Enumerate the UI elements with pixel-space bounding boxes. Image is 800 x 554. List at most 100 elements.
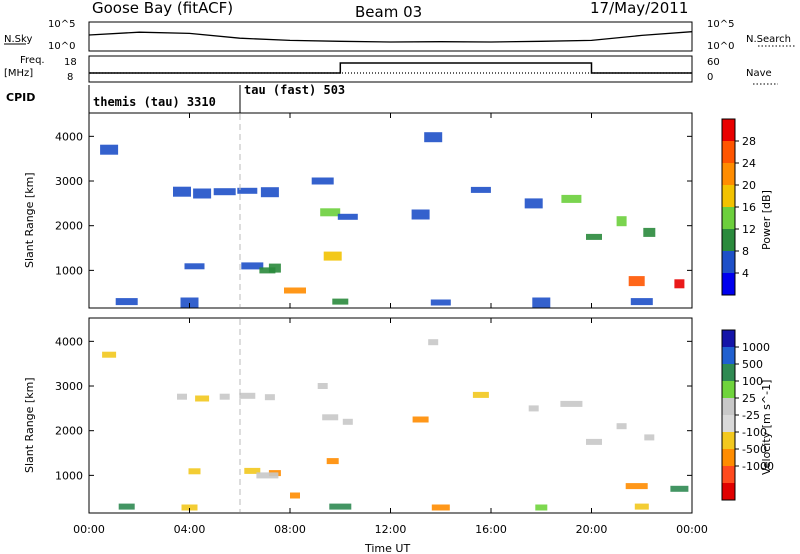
data-point — [470, 186, 491, 193]
data-point — [586, 233, 602, 240]
freq-left-tick-top: 18 — [64, 57, 77, 68]
cpid-mode-2: tau (fast) 503 — [244, 83, 345, 97]
power-y-label: Slant Range [km] — [23, 172, 36, 268]
colorbar-tick-label: 4 — [742, 267, 749, 280]
freq-panel: Freq. [MHz] 18 8 60 0 Nave — [4, 55, 778, 85]
colorbar-segment — [722, 119, 735, 142]
data-point — [256, 472, 279, 479]
velocity-colorbar-label: Velocity [m s^-1] — [760, 380, 773, 475]
data-point — [181, 504, 198, 511]
colorbar-tick-label: 12 — [742, 223, 756, 236]
data-point — [260, 187, 279, 198]
data-point — [616, 216, 627, 227]
colorbar-segment — [722, 466, 735, 484]
data-point — [329, 503, 352, 510]
colorbar-tick-label: 28 — [742, 135, 756, 148]
colorbar-segment — [722, 229, 735, 252]
data-point — [431, 504, 450, 511]
data-point — [173, 186, 191, 197]
colorbar-tick-label: 25 — [742, 392, 756, 405]
power-colorbar: 28 24 20 16 12 8 4 Power [dB] — [721, 118, 773, 296]
y-tick-label: 4000 — [55, 335, 83, 348]
colorbar-tick-label: -1000 — [742, 460, 774, 473]
data-point — [412, 416, 429, 423]
y-tick-label: 2000 — [55, 220, 83, 233]
data-point — [424, 132, 443, 143]
data-point — [259, 267, 276, 274]
velocity-y-ticks: 1000 2000 3000 4000 — [55, 335, 692, 482]
data-point — [317, 383, 328, 389]
colorbar-segment — [722, 273, 735, 296]
beam-title: Beam 03 — [355, 3, 422, 21]
noise-left-label: N.Sky — [4, 34, 32, 45]
data-point — [193, 188, 212, 199]
cpid-label: CPID — [6, 91, 35, 104]
data-point — [337, 213, 358, 220]
data-point — [634, 503, 649, 510]
x-tick-label: 08:00 — [274, 523, 306, 536]
x-tick-label: 16:00 — [475, 523, 507, 536]
data-point — [115, 298, 138, 306]
power-colorbar-label: Power [dB] — [760, 190, 773, 250]
data-point — [102, 351, 117, 358]
data-point — [586, 438, 602, 445]
colorbar-segment — [722, 398, 735, 416]
colorbar-segment — [722, 432, 735, 450]
date-title: 17/May/2011 — [590, 0, 688, 17]
data-point — [670, 485, 689, 492]
data-point — [628, 276, 645, 287]
colorbar-segment — [722, 141, 735, 164]
colorbar-tick-label: 1000 — [742, 341, 770, 354]
colorbar-tick-label: 8 — [742, 245, 749, 258]
data-point — [184, 263, 205, 270]
data-point — [118, 503, 135, 510]
noise-right-label: N.Search — [746, 34, 791, 45]
velocity-panel: 1000 2000 3000 4000 Slant Range [km] — [23, 317, 693, 514]
data-point — [332, 298, 349, 305]
colorbar-tick-label: 500 — [742, 358, 763, 371]
colorbar-tick-label: -25 — [742, 409, 760, 422]
data-point — [322, 414, 339, 421]
data-point — [284, 287, 306, 294]
colorbar-tick-label: 20 — [742, 179, 756, 192]
data-point — [177, 393, 187, 400]
freq-line — [89, 62, 692, 74]
colorbar-segment — [722, 207, 735, 230]
cpid-row: CPID themis (tau) 3310 tau (fast) 503 — [6, 83, 345, 113]
data-point — [100, 144, 119, 155]
noise-panel-frame — [88, 21, 693, 52]
x-tick-label: 00:00 — [676, 523, 708, 536]
x-tick-label: 04:00 — [174, 523, 206, 536]
noise-right-tick-top: 10^5 — [707, 19, 734, 30]
station-title: Goose Bay (fitACF) — [92, 0, 233, 17]
data-point — [290, 492, 300, 499]
data-point — [535, 504, 548, 511]
data-point — [532, 297, 551, 308]
colorbar-segment — [722, 415, 735, 433]
data-point — [244, 467, 261, 474]
cpid-mode-1: themis (tau) 3310 — [93, 95, 216, 109]
data-point — [430, 299, 451, 306]
data-point — [213, 188, 236, 196]
colorbar-tick-label: 24 — [742, 157, 756, 170]
data-point — [239, 392, 256, 399]
data-point — [264, 394, 275, 401]
freq-panel-frame — [88, 55, 693, 83]
y-tick-label: 1000 — [55, 264, 83, 277]
colorbar-tick-label: -500 — [742, 443, 767, 456]
colorbar-tick-label: 16 — [742, 201, 756, 214]
colorbar-segment — [722, 251, 735, 274]
data-point — [320, 208, 341, 217]
data-point — [326, 458, 339, 465]
data-point — [644, 434, 655, 441]
y-tick-label: 4000 — [55, 130, 83, 143]
data-point — [411, 209, 430, 220]
x-axis-label: Time UT — [364, 542, 410, 554]
velocity-y-label: Slant Range [km] — [23, 377, 36, 473]
power-y-ticks: 1000 2000 3000 4000 — [55, 130, 692, 277]
freq-left-label-1: Freq. — [20, 55, 45, 66]
x-axis: 00:00 04:00 08:00 12:00 16:00 20:00 00:00 — [73, 113, 708, 536]
data-point — [616, 423, 627, 430]
nave-label: Nave — [746, 68, 772, 79]
